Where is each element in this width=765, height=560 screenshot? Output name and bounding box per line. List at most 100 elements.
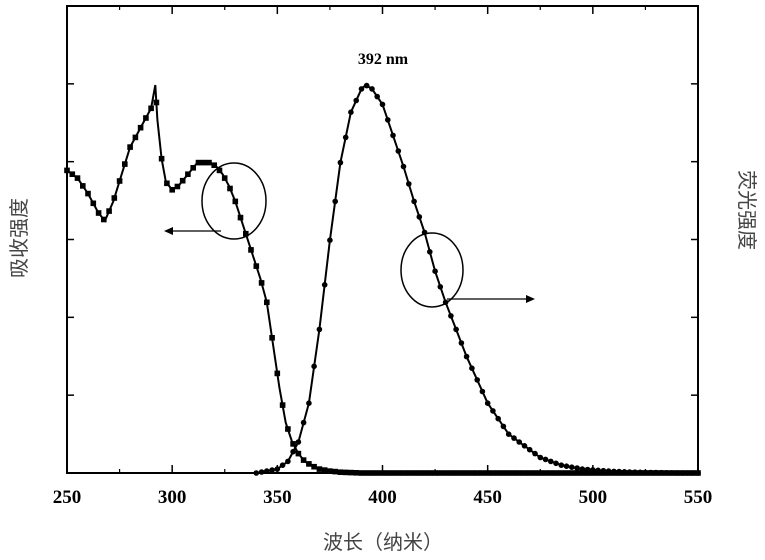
fluorescence-point [490, 408, 496, 414]
fluorescence-point [538, 455, 544, 461]
fluorescence-point [301, 420, 307, 426]
absorption-point [390, 470, 396, 476]
absorption-point [122, 161, 128, 167]
fluorescence-point [616, 469, 622, 475]
absorption-point [190, 165, 196, 171]
fluorescence-point [637, 470, 643, 476]
absorption-point [259, 280, 265, 286]
absorption-point [480, 470, 486, 476]
fluorescence-point [322, 282, 328, 288]
absorption-point [338, 469, 344, 475]
absorption-point [564, 470, 570, 476]
fluorescence-point [611, 469, 617, 475]
left-axis-title: 吸收强度 [7, 198, 31, 278]
fluorescence-point [601, 468, 607, 474]
fluorescence-point [459, 340, 465, 346]
absorption-arrowhead [164, 227, 173, 235]
fluorescence-point [559, 462, 565, 468]
fluorescence-point [548, 459, 554, 465]
absorption-point [401, 470, 407, 476]
absorption-point [548, 470, 554, 476]
fluorescence-point [695, 470, 701, 476]
absorption-point [411, 470, 417, 476]
fluorescence-point [506, 431, 512, 437]
absorption-point [296, 451, 302, 457]
absorption-point [185, 171, 191, 177]
fluorescence-point [627, 469, 633, 475]
absorption-point [269, 335, 275, 341]
absorption-point [369, 470, 375, 476]
fluorescence-point [385, 117, 391, 123]
absorption-point [96, 210, 102, 216]
x-tick-label: 500 [579, 487, 608, 508]
absorption-point [511, 470, 517, 476]
absorption-point [574, 470, 580, 476]
absorption-point [385, 470, 391, 476]
absorption-point [553, 470, 559, 476]
absorption-point [501, 470, 507, 476]
fluorescence-point [480, 389, 486, 395]
absorption-point [117, 178, 123, 184]
fluorescence-point [569, 464, 575, 470]
absorption-point [506, 470, 512, 476]
x-tick-labels: 250300350400450500550 [53, 487, 713, 508]
absorption-point [301, 457, 307, 463]
absorption-point [85, 191, 91, 197]
absorption-point [80, 183, 86, 189]
absorption-point [332, 469, 338, 475]
absorption-point [485, 470, 491, 476]
absorption-point [159, 156, 165, 162]
fluorescence-point [543, 457, 549, 463]
tick-marks [67, 6, 698, 473]
absorption-point [516, 470, 522, 476]
absorption-point [233, 199, 239, 205]
absorption-point [64, 168, 70, 174]
absorption-point [196, 160, 202, 166]
absorption-point [527, 470, 533, 476]
absorption-point [133, 135, 139, 141]
fluorescence-callout-ellipse [401, 233, 463, 307]
absorption-point [417, 470, 423, 476]
absorption-point [154, 100, 160, 106]
fluorescence-point [353, 98, 359, 104]
fluorescence-point [495, 416, 501, 422]
absorption-point [222, 175, 228, 181]
x-axis-title: 波长（纳米） [323, 530, 443, 554]
fluorescence-point [364, 83, 370, 89]
x-tick-label: 250 [53, 487, 82, 508]
absorption-point [448, 470, 454, 476]
fluorescence-point [464, 354, 470, 360]
fluorescence-point [448, 313, 454, 319]
fluorescence-point [427, 249, 433, 255]
fluorescence-point [553, 461, 559, 467]
peak-annotation: 392 nm [358, 51, 409, 68]
fluorescence-point [658, 470, 664, 476]
fluorescence-point [253, 470, 259, 476]
fluorescence-point [369, 86, 375, 92]
fluorescence-point [417, 214, 423, 220]
absorption-point [227, 186, 233, 192]
absorption-point [127, 144, 133, 150]
fluorescence-point [269, 467, 275, 473]
fluorescence-point [327, 237, 333, 243]
absorption-point [443, 470, 449, 476]
fluorescence-point [317, 327, 323, 333]
absorption-point [464, 470, 470, 476]
x-tick-label: 450 [473, 487, 502, 508]
fluorescence-point [275, 466, 281, 472]
absorption-point [106, 208, 112, 214]
absorption-point [254, 263, 260, 269]
absorption-point [538, 470, 544, 476]
fluorescence-point [516, 439, 522, 445]
absorption-point [543, 470, 549, 476]
x-tick-label: 300 [158, 487, 187, 508]
x-tick-label: 350 [263, 487, 292, 508]
absorption-point [343, 470, 349, 476]
absorption-point [70, 171, 76, 177]
x-tick-label: 400 [368, 487, 397, 508]
fluorescence-point [332, 199, 338, 205]
fluorescence-point [664, 470, 670, 476]
absorption-point [322, 467, 328, 473]
fluorescence-point [438, 284, 444, 290]
absorption-point [317, 466, 323, 472]
